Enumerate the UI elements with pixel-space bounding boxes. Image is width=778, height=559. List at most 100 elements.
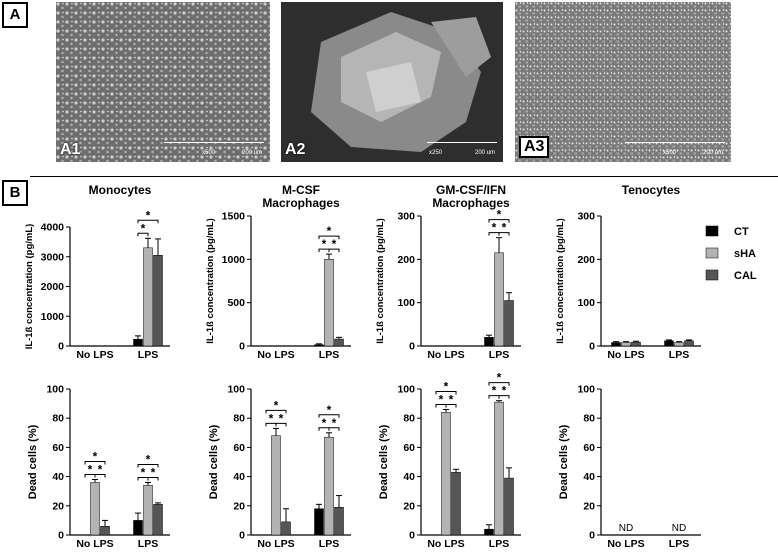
y-tick-label: 0 [589, 341, 595, 353]
bar-cal [334, 507, 344, 536]
significance-star: * [322, 416, 327, 430]
legend-swatch-sha [705, 247, 719, 259]
y-tick-label: 20 [233, 500, 245, 512]
y-tick-label: 100 [397, 384, 415, 396]
y-tick-label: 20 [583, 500, 595, 512]
chart-title: Macrophages [432, 196, 510, 210]
chart-2: 0 500 1000 1500 IL-1ß concentration (pg/mL) M… [205, 183, 351, 361]
micrograph-a1-mag: x500 [202, 150, 216, 156]
x-tick-label: No LPS [76, 349, 113, 361]
significance-bracket [488, 382, 510, 386]
y-tick-label: 200 [577, 254, 595, 266]
chart-title: Monocytes [89, 183, 152, 197]
micrograph-a3: A3 x500 200 um [515, 2, 731, 162]
y-tick-label: 80 [233, 413, 245, 425]
significance-star: * [492, 384, 497, 398]
legend-label-cal: CAL [734, 270, 757, 282]
significance-star: * [492, 221, 497, 235]
y-tick-label: 0 [239, 530, 245, 542]
y-tick-label: 80 [52, 413, 64, 425]
bar-cal [684, 340, 694, 347]
y-tick-label: 4000 [41, 222, 65, 234]
y-tick-label: 2000 [41, 281, 65, 293]
significance-star: * [444, 379, 449, 393]
micrograph-a2-scalebar: x250 200 um [427, 142, 497, 156]
y-tick-label: 60 [403, 442, 415, 454]
significance-bracket [328, 427, 340, 431]
micrograph-a1-scalebar: x500 200 um [164, 142, 264, 156]
significance-star: * [497, 208, 502, 222]
significance-star: * [151, 465, 156, 479]
bar-ct [484, 528, 494, 536]
significance-bracket [498, 232, 510, 236]
y-tick-label: 200 [397, 254, 415, 266]
micrograph-a3-texture [515, 2, 731, 162]
significance-star: * [449, 392, 454, 406]
chart-4: 0 100 200 300 IL-1ß concentration (pg/mL) Ten… [555, 183, 701, 361]
y-tick-label: 100 [397, 297, 415, 309]
y-tick-label: 0 [58, 341, 64, 353]
y-tick-label: 0 [409, 341, 415, 353]
micrograph-a1-scale: 200 um [241, 150, 262, 156]
micrograph-a2-texture [281, 2, 503, 162]
bar-sha [674, 342, 684, 347]
y-tick-label: 20 [52, 500, 64, 512]
significance-star: * [88, 463, 93, 477]
y-axis-label: Dead cells (%) [558, 424, 570, 499]
x-tick-label: LPS [669, 349, 689, 361]
micrograph-a3-scalebar: x500 200 um [625, 142, 725, 156]
bar-sha [271, 435, 281, 536]
significance-star: * [269, 411, 274, 425]
y-axis-label: Dead cells (%) [208, 424, 220, 499]
significance-bracket [488, 219, 510, 223]
micrograph-a3-label: A3 [519, 136, 550, 158]
chart-title: Macrophages [262, 196, 340, 210]
significance-bracket [137, 232, 149, 237]
y-tick-label: 0 [58, 530, 64, 542]
bar-ct [314, 508, 324, 536]
bar-ct [484, 337, 494, 347]
y-tick-label: 20 [403, 500, 415, 512]
bar-ct [133, 520, 143, 536]
significance-star: * [439, 392, 444, 406]
x-tick-label: LPS [138, 349, 158, 361]
micrograph-a3-mag: x500 [663, 150, 677, 156]
y-tick-label: 300 [397, 211, 415, 223]
x-tick-label: LPS [319, 349, 339, 361]
x-tick-label: No LPS [257, 538, 294, 550]
significance-star: * [274, 398, 279, 412]
bar-sha [494, 252, 504, 347]
significance-bracket [94, 474, 106, 478]
y-tick-label: 300 [577, 211, 595, 223]
micrograph-a3-scale: 200 um [702, 150, 723, 156]
x-tick-label: LPS [489, 349, 509, 361]
y-tick-label: 1500 [222, 211, 246, 223]
significance-star: * [332, 237, 337, 251]
bar-cal [504, 300, 514, 347]
panel-a-label: A [2, 2, 28, 28]
y-tick-label: 0 [239, 341, 245, 353]
bar-cal [451, 471, 461, 536]
significance-star: * [279, 411, 284, 425]
significance-star: * [98, 463, 103, 477]
significance-bracket [318, 235, 340, 240]
y-tick-label: 80 [403, 413, 415, 425]
significance-star: * [327, 224, 332, 238]
y-axis-label: IL-1ß concentration (pg/mL) [555, 218, 566, 344]
significance-bracket [275, 422, 287, 427]
y-tick-label: 100 [577, 384, 595, 396]
x-tick-label: No LPS [427, 538, 464, 550]
bar-sha [143, 247, 153, 347]
y-axis-label: IL-1ß concentration (pg/mL) [205, 218, 216, 344]
y-tick-label: 40 [52, 471, 64, 483]
significance-bracket [84, 461, 106, 465]
bar-sha [143, 485, 153, 536]
x-tick-label: No LPS [607, 349, 644, 361]
significance-star: * [502, 221, 507, 235]
chart-8: 0 20 40 60 80 100 Dead cells (%) No LPS LPS ND ND [558, 384, 701, 550]
bar-ct [133, 338, 143, 347]
y-tick-label: 100 [227, 384, 245, 396]
significance-bracket [265, 409, 287, 414]
